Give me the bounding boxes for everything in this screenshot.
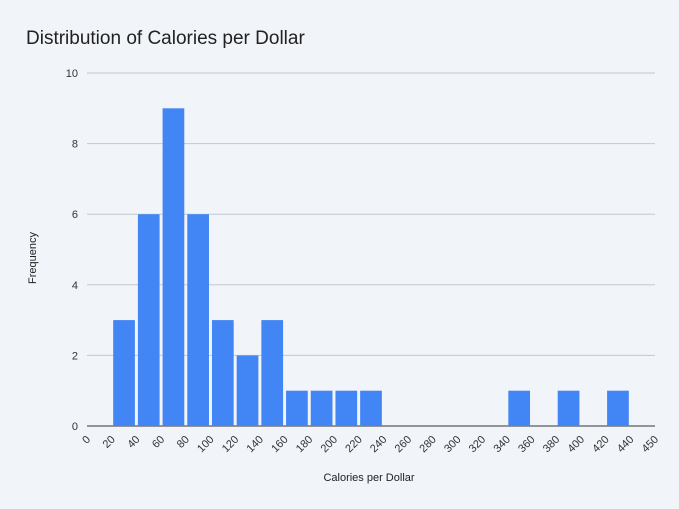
histogram-bar <box>607 390 629 426</box>
histogram-bar <box>261 320 284 426</box>
y-tick-label: 6 <box>72 209 78 221</box>
x-tick-label: 120 <box>220 434 241 455</box>
x-tick-label: 400 <box>566 434 587 455</box>
x-tick-label: 180 <box>294 434 315 455</box>
x-tick-label: 450 <box>640 434 661 455</box>
x-tick-label: 300 <box>442 434 463 455</box>
x-tick-label: 420 <box>590 434 611 455</box>
x-tick-label: 160 <box>269 434 290 455</box>
y-axis-ticks: 0 2 4 6 8 10 <box>66 68 78 433</box>
y-tick-label: 8 <box>72 139 78 151</box>
x-axis-label: Calories per Dollar <box>323 472 414 484</box>
x-tick-label: 0 <box>80 434 93 447</box>
x-axis-ticks: 0 20 40 60 80 100 120 140 160 180 200 220 240 260 280 3… <box>80 434 661 455</box>
x-tick-label: 20 <box>101 434 118 451</box>
histogram-bar <box>360 390 382 426</box>
x-tick-label: 320 <box>467 434 488 455</box>
x-tick-label: 340 <box>491 434 512 455</box>
x-tick-label: 440 <box>615 434 636 455</box>
histogram-bar <box>310 390 333 426</box>
x-tick-label: 60 <box>150 434 167 451</box>
histogram-bar <box>335 390 358 426</box>
x-tick-label: 240 <box>368 434 389 455</box>
x-tick-label: 280 <box>417 434 438 455</box>
x-tick-label: 100 <box>195 434 216 455</box>
histogram-bar <box>286 390 308 426</box>
x-tick-label: 260 <box>393 434 414 455</box>
histogram-bar <box>508 390 531 426</box>
y-tick-label: 4 <box>72 280 78 292</box>
histogram-bar <box>162 108 185 427</box>
x-tick-label: 40 <box>125 434 142 451</box>
x-tick-label: 380 <box>541 434 562 455</box>
x-tick-label: 220 <box>343 434 364 455</box>
histogram-bar <box>187 214 209 426</box>
histogram-bar <box>557 390 580 426</box>
histogram-bar <box>137 214 160 426</box>
bars <box>113 108 629 427</box>
chart-title: Distribution of Calories per Dollar <box>26 28 305 49</box>
x-tick-label: 200 <box>319 434 340 455</box>
y-tick-label: 0 <box>72 421 78 433</box>
x-tick-label: 360 <box>516 434 537 455</box>
x-tick-label: 80 <box>175 434 192 451</box>
y-tick-label: 2 <box>72 350 78 362</box>
histogram-bar <box>113 320 135 426</box>
histogram-bar <box>236 355 259 426</box>
y-axis-label: Frequency <box>27 232 39 284</box>
histogram-bar <box>211 320 234 426</box>
x-tick-label: 140 <box>245 434 266 455</box>
y-tick-label: 10 <box>66 68 78 80</box>
